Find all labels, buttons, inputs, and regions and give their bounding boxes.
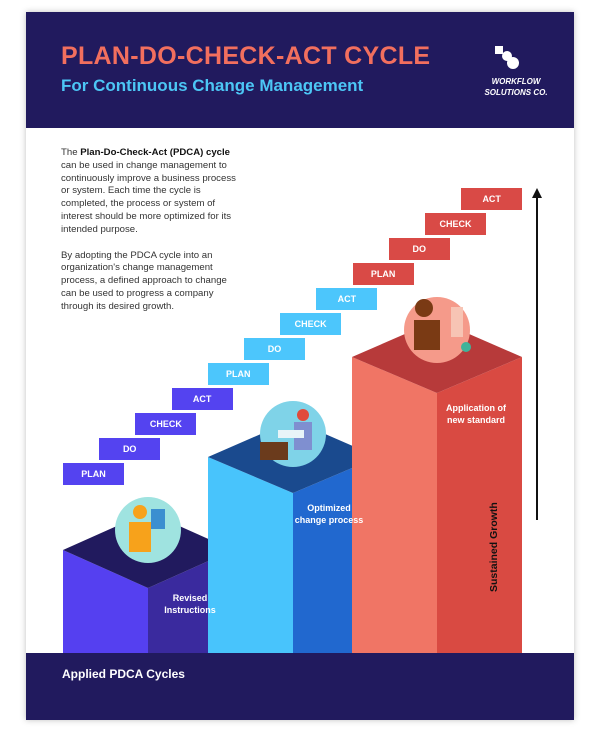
step-plan-2: PLAN [207, 363, 269, 385]
man-with-map-illustration [260, 401, 326, 467]
y-axis-label: Sustained Growth [488, 502, 500, 592]
infographic-page: PLAN-DO-CHECK-ACT CYCLE For Continuous C… [26, 12, 574, 720]
header: PLAN-DO-CHECK-ACT CYCLE For Continuous C… [26, 12, 574, 128]
page-title: PLAN-DO-CHECK-ACT CYCLE [61, 42, 431, 70]
step-do-1: DO [99, 438, 161, 460]
businessman-illustration [404, 297, 471, 363]
intro-text: The Plan-Do-Check-Act (PDCA) cycle can b… [61, 147, 236, 327]
step-act-2: ACT [316, 288, 378, 310]
columns-graphic [63, 188, 542, 678]
column-2-left-face [208, 457, 293, 653]
step-do-2: DO [244, 338, 305, 360]
logo-line2: SOLUTIONS CO. [484, 88, 548, 97]
step-act-3: ACT [461, 188, 523, 210]
intro-paragraph-2: By adopting the PDCA cycle into an organ… [61, 249, 227, 312]
column-3-left-face [352, 357, 437, 653]
step-act-1: ACT [171, 388, 233, 410]
page-subtitle: For Continuous Change Management [61, 76, 364, 95]
intro-bold: Plan-Do-Check-Act (PDCA) cycle [80, 147, 231, 158]
logo-line1: WORKFLOW [491, 77, 541, 86]
column-1-label: Revised Instructions [164, 593, 216, 615]
company-logo: WORKFLOW SOLUTIONS CO. [471, 46, 561, 98]
intro-prefix: The [61, 147, 81, 158]
growth-axis-arrow [532, 188, 542, 520]
intro-paragraph-1: The Plan-Do-Check-Act (PDCA) cycle can b… [61, 147, 236, 237]
step-check-1: CHECK [135, 413, 197, 435]
x-axis-label: Applied PDCA Cycles [62, 667, 185, 681]
step-plan-3: PLAN [352, 263, 414, 285]
column-1-left-face [63, 550, 148, 653]
intro-rest: can be used in change management to cont… [61, 159, 236, 235]
column-3 [352, 297, 522, 653]
column-1 [63, 497, 233, 653]
step-plan-1: PLAN [63, 463, 124, 485]
footer-band: Applied PDCA Cycles [26, 653, 574, 720]
column-2-label: Optimized change process [294, 503, 364, 525]
column-3-label: Application of new standard [446, 403, 506, 425]
step-check-2: CHECK [280, 313, 342, 335]
step-do-3: DO [388, 238, 450, 260]
step-check-3: CHECK [425, 213, 486, 235]
worker-illustration [115, 497, 181, 563]
logo-shapes-icon [495, 46, 519, 69]
column-3-right-face [437, 357, 522, 653]
